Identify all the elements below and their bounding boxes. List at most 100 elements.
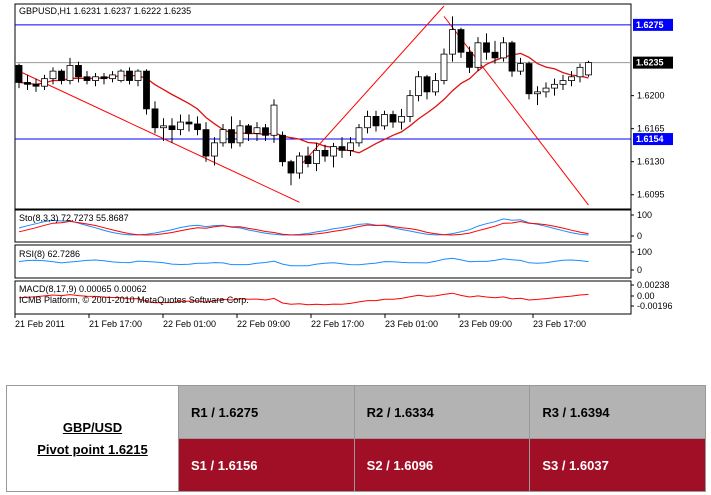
candle-body	[364, 116, 371, 129]
candle-body	[83, 76, 91, 81]
sto-main-line	[18, 218, 589, 236]
candle-body	[313, 149, 320, 164]
candle-body	[160, 125, 167, 129]
candle-body	[100, 76, 108, 80]
r2-cell: R2 / 1.6334	[353, 385, 531, 439]
candle-body	[355, 127, 363, 144]
macd-tick-label: -0.00196	[637, 301, 673, 311]
symbol-header: GBPUSD,H1 1.6231 1.6237 1.6222 1.6235	[19, 6, 191, 16]
candle-body	[381, 114, 388, 127]
candle-body	[483, 42, 490, 53]
candle-body	[177, 121, 184, 131]
candle-body	[253, 127, 261, 134]
current-price-tag	[633, 56, 673, 69]
candle-body	[287, 161, 295, 174]
trend-line	[299, 5, 445, 167]
r3-cell: R3 / 1.6394	[529, 385, 706, 439]
y-tick-label: 1.6200	[637, 91, 665, 101]
candle-body	[32, 83, 40, 87]
rsi-label: RSI(8) 62.7286	[19, 249, 80, 259]
candle-body	[219, 129, 227, 144]
candle-body	[168, 125, 176, 131]
macd-signal-line	[18, 292, 589, 306]
rsi-tick-label: 0	[637, 265, 642, 275]
candle-body	[117, 70, 125, 81]
candles	[15, 16, 592, 186]
candle-body	[151, 108, 159, 129]
candle-body	[415, 76, 422, 97]
resistance-tag	[633, 18, 673, 31]
x-tick-label: 22 Feb 09:00	[237, 319, 290, 329]
main-panel	[14, 3, 632, 210]
macd-tick-label: 0.00238	[637, 280, 670, 290]
candle-body	[228, 129, 235, 144]
resistance-tag-label: 1.6275	[636, 20, 664, 30]
candle-body	[491, 51, 499, 59]
candle-body	[559, 80, 567, 85]
x-tick-label: 21 Feb 2011	[15, 319, 65, 329]
candle-body	[474, 42, 482, 68]
candle-body	[279, 134, 286, 163]
candle-body	[457, 29, 465, 53]
y-tick-label: 1.6095	[637, 190, 665, 200]
s1-cell: S1 / 1.6156	[178, 438, 355, 492]
pair-cell: GBP/USD Pivot point 1.6215	[6, 385, 179, 492]
candle-body	[245, 125, 252, 134]
candle-body	[330, 146, 337, 157]
candle-body	[211, 142, 218, 157]
candle-body	[585, 62, 592, 76]
price-chart: 1.6200 1.6165 1.6130 1.6095 1.6275 1.6154 1.62…	[14, 3, 673, 329]
s3-cell: S3 / 1.6037	[529, 438, 706, 492]
candle-body	[270, 104, 278, 136]
sto-tick-label: 0	[637, 231, 642, 241]
x-tick-label: 23 Feb 09:00	[459, 319, 512, 329]
rsi-panel	[14, 244, 632, 279]
candle-body	[109, 74, 116, 80]
indicator-lines	[18, 218, 589, 306]
support-tag-label: 1.6154	[636, 134, 664, 144]
candle-body	[398, 116, 405, 123]
trend-line	[443, 16, 589, 206]
x-tick-label: 23 Feb 17:00	[533, 319, 586, 329]
candle-body	[517, 63, 524, 72]
candle-body	[406, 95, 414, 117]
candle-body	[194, 123, 201, 131]
candle-body	[41, 78, 48, 87]
current-price-label: 1.6235	[636, 58, 664, 68]
pivot-table: GBP/USD Pivot point 1.6215 R1 / 1.6275 R…	[6, 385, 706, 492]
candle-body	[49, 70, 57, 80]
candle-body	[551, 83, 558, 89]
candle-body	[321, 149, 329, 157]
candle-body	[134, 70, 142, 81]
candle-body	[372, 116, 380, 127]
sto-label: Sto(8,3,3) 72.7273 55.8687	[19, 213, 129, 223]
r1-cell: R1 / 1.6275	[178, 385, 355, 439]
macd-label: MACD(8,17,9) 0.00065 0.00062	[19, 284, 147, 294]
y-tick-label: 1.6165	[637, 124, 665, 134]
candle-body	[347, 142, 354, 151]
candle-body	[449, 29, 456, 55]
candle-body	[423, 76, 431, 93]
sto-panel	[14, 209, 632, 243]
candle-body	[568, 76, 575, 81]
candle-body	[542, 87, 550, 93]
x-tick-label: 22 Feb 17:00	[311, 319, 364, 329]
candle-body	[508, 42, 516, 72]
axis-labels: 1.6200 1.6165 1.6130 1.6095 1.6275 1.6154 1.62…	[14, 18, 673, 329]
sto-signal-line	[18, 220, 589, 236]
candle-body	[92, 76, 99, 81]
rsi-tick-label: 100	[637, 247, 652, 257]
x-tick-label: 23 Feb 01:00	[385, 319, 438, 329]
rsi-line	[18, 257, 589, 267]
candle-body	[24, 82, 31, 85]
trend-line	[18, 70, 300, 203]
candle-body	[338, 146, 346, 151]
candle-body	[525, 63, 533, 95]
chart-overlays	[15, 5, 631, 206]
s2-cell: S2 / 1.6096	[353, 438, 531, 492]
candle-body	[432, 80, 439, 93]
candle-body	[66, 65, 74, 81]
candle-body	[304, 155, 312, 164]
macd-tick-label: 0.00	[637, 291, 655, 301]
x-tick-label: 21 Feb 17:00	[89, 319, 142, 329]
